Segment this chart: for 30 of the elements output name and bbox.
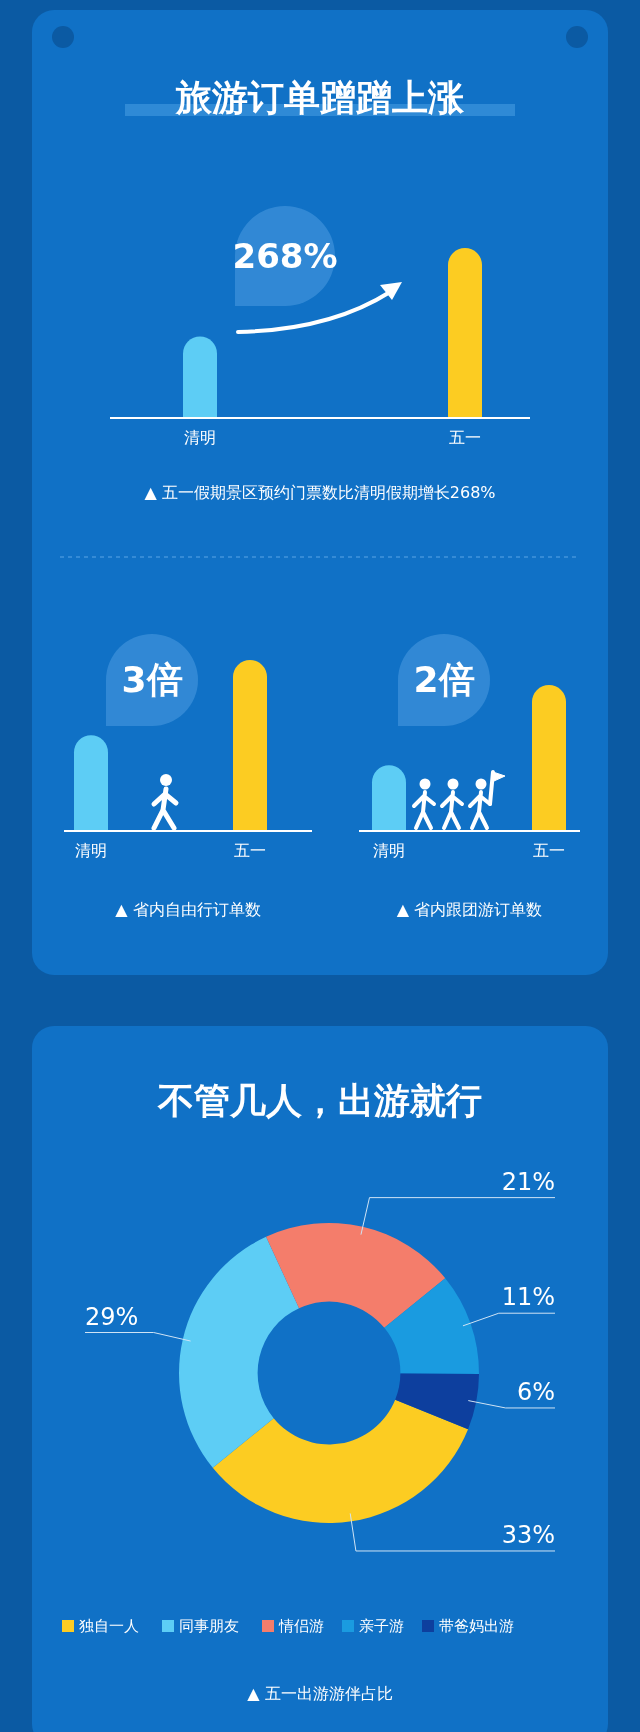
- data-label: 33%: [501, 1520, 555, 1549]
- data-label: 29%: [85, 1302, 139, 1331]
- donut-slice: [395, 1373, 479, 1430]
- legend-label: 独自一人: [79, 1617, 139, 1635]
- donut-slice: [384, 1278, 479, 1375]
- annotation: 268%: [232, 236, 338, 276]
- x-tick-label: 五一: [449, 428, 481, 447]
- x-tick-label: 清明: [75, 841, 107, 860]
- x-tick-label: 五一: [234, 841, 266, 860]
- chart-title: 旅游订单蹭蹭上涨: [175, 77, 465, 118]
- text: ▲ 五一假期景区预约门票数比清明假期增长268%: [144, 483, 496, 502]
- annotation: 3倍: [121, 659, 183, 700]
- text: ▲ 省内跟团游订单数: [396, 900, 543, 919]
- legend-label: 带爸妈出游: [439, 1617, 514, 1635]
- data-label: 11%: [501, 1283, 555, 1312]
- legend-label: 情侣游: [278, 1617, 324, 1635]
- annotation: 2倍: [413, 659, 475, 700]
- x-tick-label: 清明: [184, 428, 216, 447]
- chart-title: 不管几人，出游就行: [157, 1080, 482, 1121]
- legend-label: 亲子游: [359, 1617, 404, 1635]
- text: ▲ 五一出游游伴占比: [247, 1684, 393, 1703]
- donut-slice: [179, 1236, 300, 1468]
- text: ▲ 省内自由行订单数: [115, 900, 261, 919]
- donut-slice: [212, 1399, 469, 1523]
- data-label: 21%: [501, 1167, 555, 1196]
- donut-slice: [266, 1223, 446, 1328]
- data-label: 6%: [516, 1377, 555, 1406]
- x-tick-label: 清明: [373, 841, 405, 860]
- legend-label: 同事朋友: [179, 1617, 239, 1635]
- x-tick-label: 五一: [533, 841, 565, 860]
